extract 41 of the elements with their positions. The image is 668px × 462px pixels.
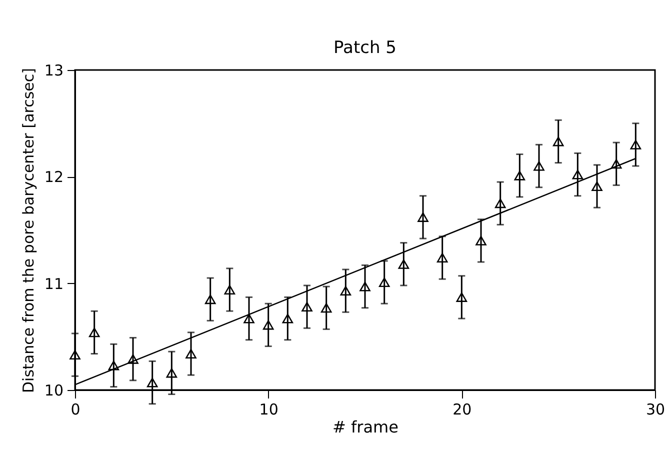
point (456, 292, 468, 302)
point (360, 282, 370, 292)
point (70, 350, 80, 360)
point (398, 259, 410, 269)
point (418, 212, 428, 222)
point (108, 360, 120, 370)
point (244, 314, 254, 324)
point (494, 198, 506, 208)
point (476, 236, 486, 246)
x-tick-label: 30 (646, 400, 666, 418)
point (88, 328, 100, 338)
point (534, 161, 544, 171)
point (378, 278, 390, 288)
point (282, 314, 294, 324)
chart-title: Patch 5 (334, 38, 396, 58)
point (204, 294, 216, 304)
point (146, 378, 158, 388)
point (302, 302, 312, 312)
point (436, 252, 448, 262)
y-axis-title: Distance from the pore barycenter [arcsec] (19, 68, 38, 394)
point (262, 320, 274, 330)
point (514, 170, 526, 180)
y-tick-label: 11 (44, 274, 64, 293)
point (224, 284, 236, 294)
point (186, 348, 196, 358)
point (572, 170, 584, 180)
y-tick-label: 12 (44, 168, 64, 186)
x-tick-label: 20 (452, 400, 472, 418)
point (552, 136, 564, 146)
point (340, 286, 352, 296)
point (592, 182, 602, 192)
y-tick-label: 13 (44, 62, 64, 80)
x-tick-label: 10 (259, 400, 278, 418)
point (630, 140, 642, 150)
point (166, 368, 178, 378)
x-axis-title: # frame (332, 418, 398, 436)
point (320, 303, 332, 313)
point (610, 159, 622, 169)
x-tick-label: 0 (70, 400, 80, 418)
point (128, 354, 138, 364)
y-tick-label: 10 (44, 382, 64, 400)
